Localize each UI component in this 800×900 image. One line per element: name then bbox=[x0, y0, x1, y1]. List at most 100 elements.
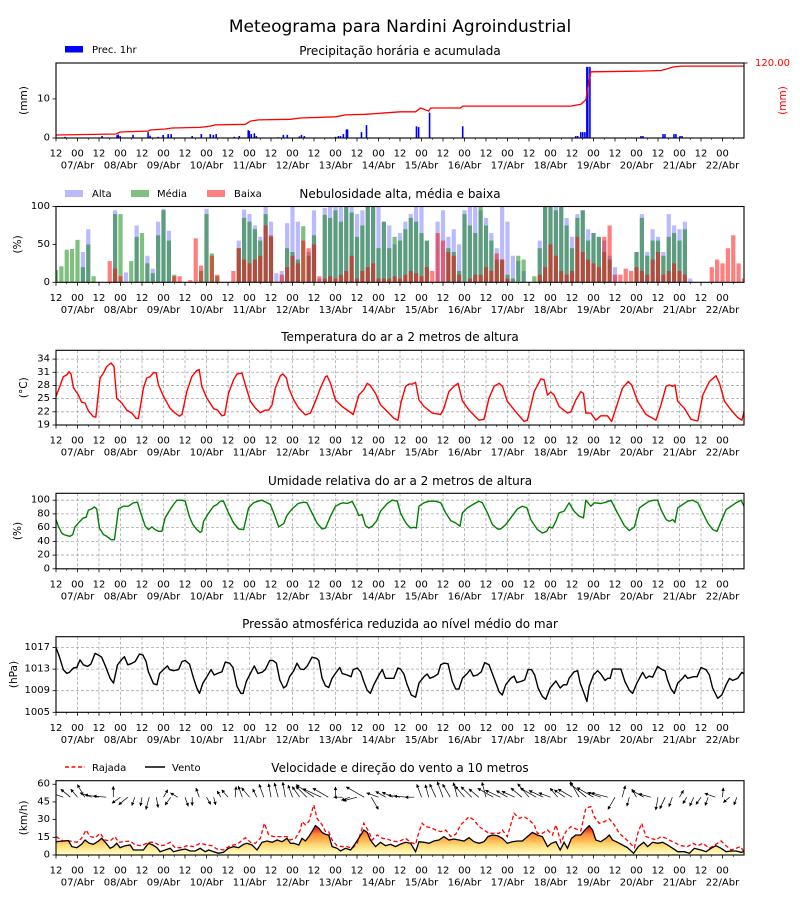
x-tick-label-hour: 00 bbox=[501, 866, 514, 877]
x-tick-label-date: 15/Abr bbox=[405, 591, 439, 602]
cloud-bar-baixa bbox=[505, 278, 510, 283]
wind-arrow bbox=[206, 797, 212, 805]
x-tick-label-hour: 00 bbox=[630, 149, 643, 160]
x-tick-label-hour: 12 bbox=[50, 293, 63, 304]
cloud-bar-baixa bbox=[580, 251, 585, 283]
x-tick-label-date: 20/Abr bbox=[620, 305, 654, 316]
x-tick-label-hour: 00 bbox=[286, 866, 299, 877]
x-tick-label-hour: 12 bbox=[179, 293, 192, 304]
x-tick-label-date: 18/Abr bbox=[534, 448, 568, 459]
x-tick-label-hour: 00 bbox=[587, 436, 600, 447]
wind-arrow bbox=[416, 783, 422, 798]
cloud-bar-media bbox=[666, 236, 671, 283]
wind-arrow bbox=[689, 797, 695, 807]
x-tick-label-hour: 12 bbox=[265, 149, 278, 160]
x-tick-label-hour: 00 bbox=[286, 293, 299, 304]
cloud-bar-media bbox=[134, 236, 139, 283]
y-tick-label: 31 bbox=[37, 367, 50, 378]
x-tick-label-date: 07/Abr bbox=[61, 305, 95, 316]
legend-label-vento: Vento bbox=[172, 763, 201, 774]
cloud-bar-baixa bbox=[328, 276, 333, 283]
x-tick-label-hour: 12 bbox=[437, 436, 450, 447]
x-tick-label-hour: 00 bbox=[458, 866, 471, 877]
x-tick-label-hour: 00 bbox=[630, 293, 643, 304]
precip-bar bbox=[662, 134, 664, 138]
cloud-bar-media bbox=[553, 210, 558, 283]
panel-precipitation: Precipitação horária e acumulada Prec. 1… bbox=[18, 44, 790, 172]
x-tick-label-date: 08/Abr bbox=[104, 305, 138, 316]
cloud-bar-baixa bbox=[564, 274, 569, 283]
x-tick-label-hour: 00 bbox=[630, 723, 643, 734]
precip-bar bbox=[675, 134, 677, 138]
x-tick-label-hour: 00 bbox=[71, 293, 84, 304]
precip-bar bbox=[365, 125, 368, 138]
wind-arrow bbox=[216, 790, 222, 798]
cloud-bar-media bbox=[521, 259, 526, 283]
x-tick-label-hour: 00 bbox=[587, 293, 600, 304]
cloud-bar-baixa bbox=[650, 259, 655, 283]
cloud-bar-baixa bbox=[655, 251, 661, 283]
cloud-bar-baixa bbox=[612, 274, 618, 283]
x-tick-label-date: 07/Abr bbox=[61, 735, 95, 746]
cloud-bar-baixa bbox=[467, 278, 472, 283]
precip-bar bbox=[664, 134, 666, 138]
x-tick-label-hour: 00 bbox=[673, 866, 686, 877]
x-tick-label-hour: 12 bbox=[265, 293, 278, 304]
y-tick-label: 15 bbox=[37, 832, 50, 843]
cloud-bar-baixa bbox=[408, 270, 413, 283]
x-tick-label-date: 18/Abr bbox=[534, 161, 568, 172]
panel-title: Velocidade e direção do vento a 10 metro… bbox=[271, 761, 528, 775]
x-tick-label-hour: 12 bbox=[566, 723, 579, 734]
x-tick-label-hour: 00 bbox=[286, 723, 299, 734]
x-tick-label-hour: 12 bbox=[351, 866, 364, 877]
x-tick-label-hour: 12 bbox=[179, 579, 192, 590]
x-tick-label-hour: 00 bbox=[544, 149, 557, 160]
x-tick-label-hour: 00 bbox=[544, 579, 557, 590]
x-tick-label-hour: 12 bbox=[695, 293, 708, 304]
figure-title: Meteograma para Nardini Agroindustrial bbox=[229, 17, 571, 37]
cloud-bar-media bbox=[532, 276, 537, 283]
cloud-bar-baixa bbox=[591, 263, 596, 283]
wind-arrow bbox=[281, 781, 286, 798]
wind-arrow bbox=[195, 787, 200, 798]
x-tick-label-hour: 12 bbox=[609, 149, 622, 160]
x-tick-label-hour: 00 bbox=[716, 866, 729, 877]
x-tick-label-date: 11/Abr bbox=[233, 161, 267, 172]
x-tick-label-date: 12/Abr bbox=[276, 735, 310, 746]
x-tick-label-hour: 12 bbox=[480, 579, 493, 590]
x-tick-label-date: 22/Abr bbox=[706, 448, 740, 459]
precip-bar bbox=[334, 136, 337, 138]
x-tick-label-date: 10/Abr bbox=[190, 591, 224, 602]
cloud-bar-baixa bbox=[457, 274, 462, 283]
wind-arrow bbox=[557, 788, 573, 798]
x-tick-label-date: 09/Abr bbox=[147, 448, 181, 459]
cloud-bar-media bbox=[118, 214, 123, 283]
cloud-bar-baixa bbox=[118, 276, 123, 283]
cloud-bar-baixa bbox=[634, 267, 639, 283]
x-tick-label-hour: 00 bbox=[630, 866, 643, 877]
cloud-bar-baixa bbox=[715, 259, 720, 283]
wind-arrow bbox=[221, 789, 229, 798]
cloud-bar-media bbox=[424, 240, 429, 283]
x-tick-label-hour: 00 bbox=[157, 149, 170, 160]
x-tick-label-hour: 00 bbox=[587, 579, 600, 590]
x-tick-label-hour: 00 bbox=[71, 149, 84, 160]
x-tick-label-hour: 12 bbox=[652, 866, 665, 877]
wind-arrow bbox=[111, 796, 121, 804]
cloud-bar-media bbox=[322, 214, 327, 283]
plot-area: 12 00 12 00 12 00 12 00 12 00 12 00 12 00 12 00 12 00 12 00… bbox=[37, 349, 745, 459]
x-tick-label-hour: 00 bbox=[372, 149, 385, 160]
x-tick-label-hour: 12 bbox=[179, 866, 192, 877]
x-tick-label-hour: 00 bbox=[716, 436, 729, 447]
cloud-bar-media bbox=[414, 221, 419, 283]
cloud-bar-media bbox=[408, 217, 413, 283]
wind-arrow bbox=[84, 793, 100, 798]
x-tick-label-date: 10/Abr bbox=[190, 448, 224, 459]
wind-arrow bbox=[590, 791, 608, 798]
x-tick-label-date: 14/Abr bbox=[362, 735, 396, 746]
cloud-bar-media bbox=[338, 221, 343, 283]
cloud-bar-media bbox=[591, 233, 596, 283]
y-tick-label: 60 bbox=[37, 522, 50, 533]
cloud-bar-baixa bbox=[575, 236, 580, 283]
y-tick-label: 28 bbox=[37, 380, 50, 391]
